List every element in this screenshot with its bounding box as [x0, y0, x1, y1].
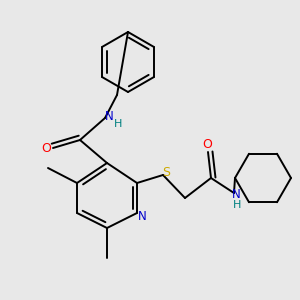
Text: O: O [202, 139, 212, 152]
Text: S: S [162, 166, 170, 178]
Text: N: N [232, 188, 240, 202]
Text: N: N [105, 110, 113, 122]
Text: N: N [138, 211, 146, 224]
Text: H: H [233, 200, 241, 210]
Text: O: O [41, 142, 51, 154]
Text: H: H [114, 119, 122, 129]
